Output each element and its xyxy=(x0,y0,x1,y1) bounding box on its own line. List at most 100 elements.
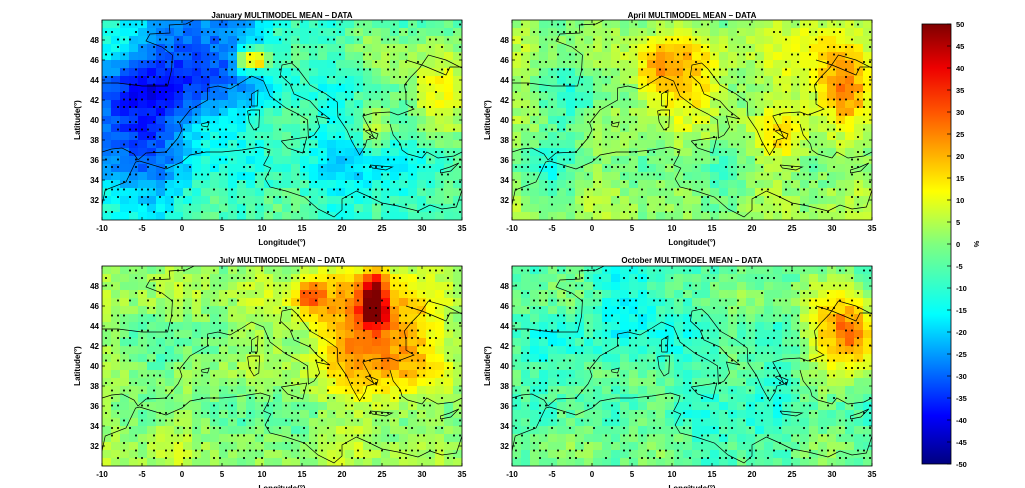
field-cell xyxy=(453,20,462,29)
coastline-segment xyxy=(251,335,259,353)
significance-dot xyxy=(375,442,377,444)
significance-dot xyxy=(177,344,179,347)
significance-dot xyxy=(611,76,613,78)
field-cell xyxy=(318,458,328,466)
significance-dot xyxy=(261,434,263,437)
significance-dot xyxy=(857,158,859,161)
significance-dot xyxy=(695,166,697,168)
significance-dot xyxy=(159,136,161,138)
field-cell xyxy=(246,370,256,379)
field-cell xyxy=(102,426,112,435)
significance-dot xyxy=(219,412,221,414)
field-cell xyxy=(435,188,445,197)
significance-dot xyxy=(683,68,685,71)
field-cell xyxy=(300,84,310,93)
field-cell xyxy=(863,212,872,220)
significance-dot xyxy=(423,76,425,78)
field-cell xyxy=(309,418,319,427)
significance-dot xyxy=(557,76,559,78)
field-cell xyxy=(345,20,355,29)
significance-dot xyxy=(141,76,143,78)
field-cell xyxy=(399,124,409,133)
field-cell xyxy=(539,188,549,197)
field-cell xyxy=(291,410,301,419)
field-cell xyxy=(138,124,148,133)
significance-dot xyxy=(291,113,293,116)
field-cell xyxy=(791,148,801,157)
significance-dot xyxy=(411,173,413,176)
field-cell xyxy=(264,188,274,197)
significance-dot xyxy=(177,46,179,48)
significance-dot xyxy=(321,46,323,48)
field-cell xyxy=(336,172,346,181)
field-cell xyxy=(755,108,765,117)
significance-dot xyxy=(767,91,769,93)
significance-dot xyxy=(225,91,227,93)
field-cell xyxy=(863,44,872,53)
field-cell xyxy=(147,68,157,77)
significance-dot xyxy=(105,166,107,168)
significance-dot xyxy=(231,442,233,444)
field-cell xyxy=(228,370,238,379)
field-cell xyxy=(210,44,220,53)
field-cell xyxy=(156,84,166,93)
significance-dot xyxy=(405,121,407,123)
significance-dot xyxy=(213,91,215,93)
significance-dot xyxy=(569,128,571,131)
field-cell xyxy=(165,84,175,93)
field-cell xyxy=(129,386,139,395)
field-cell xyxy=(345,68,355,77)
significance-dot xyxy=(279,106,281,108)
significance-dot xyxy=(381,91,383,93)
field-cell xyxy=(390,306,400,315)
field-cell xyxy=(800,92,810,101)
significance-dot xyxy=(405,76,407,78)
significance-dot xyxy=(761,173,763,176)
field-cell xyxy=(138,450,148,459)
field-cell xyxy=(620,164,630,173)
significance-dot xyxy=(593,83,595,86)
field-cell xyxy=(318,338,328,347)
significance-dot xyxy=(731,91,733,93)
significance-dot xyxy=(213,397,215,399)
significance-dot xyxy=(797,23,799,26)
field-cell xyxy=(201,354,211,363)
significance-dot xyxy=(551,31,553,33)
significance-dot xyxy=(111,434,113,437)
significance-dot xyxy=(183,434,185,437)
significance-dot xyxy=(635,173,637,176)
significance-dot xyxy=(791,83,793,86)
field-cell xyxy=(773,212,783,220)
significance-dot xyxy=(141,23,143,26)
field-cell xyxy=(764,92,774,101)
y-tick-label: 48 xyxy=(500,36,509,45)
significance-dot xyxy=(189,203,191,206)
field-cell xyxy=(174,330,184,339)
field-cell xyxy=(210,362,220,371)
significance-dot xyxy=(201,61,203,63)
field-cell xyxy=(719,36,729,45)
field-cell xyxy=(309,164,319,173)
significance-dot xyxy=(435,419,437,422)
significance-dot xyxy=(123,337,125,339)
field-cell xyxy=(453,274,462,283)
significance-dot xyxy=(123,91,125,93)
field-cell xyxy=(237,394,247,403)
significance-dot xyxy=(237,113,239,116)
field-cell xyxy=(737,156,747,165)
significance-dot xyxy=(429,46,431,48)
field-cell xyxy=(809,116,819,125)
significance-dot xyxy=(201,211,203,213)
significance-dot xyxy=(785,188,787,191)
significance-dot xyxy=(195,389,197,392)
field-cell xyxy=(620,212,630,220)
field-cell xyxy=(336,196,346,205)
significance-dot xyxy=(701,121,703,123)
field-cell xyxy=(120,418,130,427)
field-cell xyxy=(120,156,130,165)
significance-dot xyxy=(659,83,661,86)
field-cell xyxy=(818,92,828,101)
field-cell xyxy=(345,76,355,85)
significance-dot xyxy=(393,442,395,444)
significance-dot xyxy=(563,98,565,101)
